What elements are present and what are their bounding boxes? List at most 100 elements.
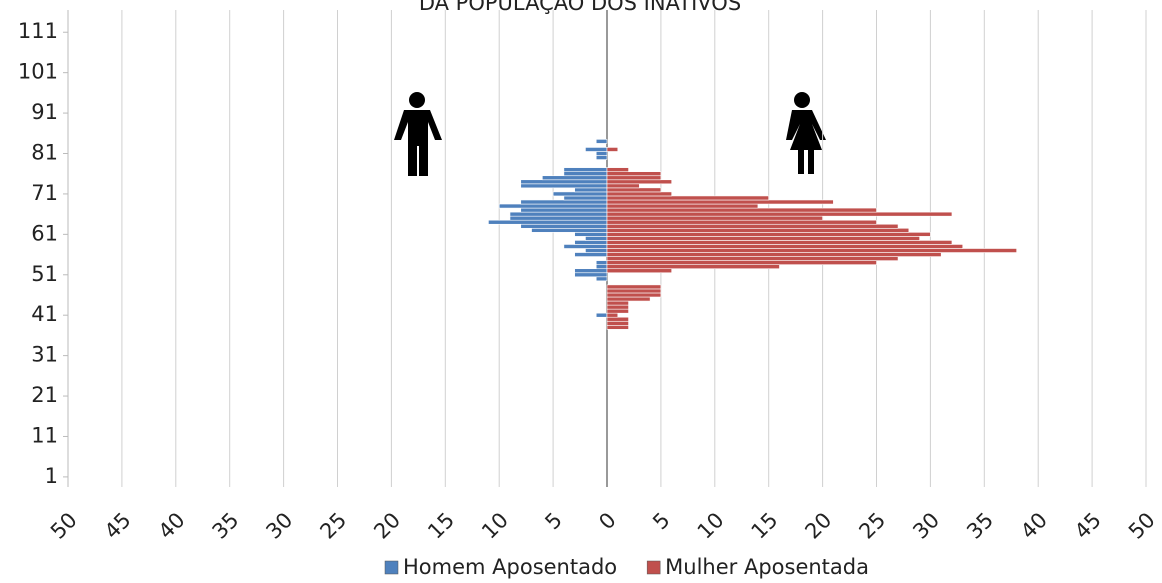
bar xyxy=(531,227,608,233)
bar xyxy=(606,292,662,298)
bar xyxy=(606,203,759,209)
y-tick-label: 31 xyxy=(31,343,58,367)
bar xyxy=(606,179,672,185)
x-tick-label: 30 xyxy=(262,508,298,544)
x-tick-label: 50 xyxy=(46,508,82,544)
x-tick-label: 10 xyxy=(693,508,729,544)
bar xyxy=(606,199,834,205)
bar xyxy=(563,244,608,249)
bar xyxy=(520,199,608,205)
x-tick-label: 0 xyxy=(594,508,620,534)
bar xyxy=(574,272,608,278)
x-tick-label: 45 xyxy=(1070,508,1106,544)
bar xyxy=(520,179,608,185)
bar xyxy=(606,187,662,193)
bar xyxy=(606,236,920,241)
bar xyxy=(585,248,608,253)
bar xyxy=(606,211,953,217)
bar xyxy=(509,211,608,217)
bar xyxy=(606,304,629,310)
legend-swatch xyxy=(646,560,661,575)
bar xyxy=(563,167,608,172)
bar xyxy=(542,175,608,181)
bar xyxy=(606,312,619,318)
y-tick-label: 21 xyxy=(31,383,58,407)
bar xyxy=(520,183,608,189)
y-tick-label: 91 xyxy=(31,100,58,124)
bar xyxy=(585,147,608,152)
bar xyxy=(606,167,629,172)
x-tick-label: 30 xyxy=(908,508,944,544)
y-tick-label: 71 xyxy=(31,181,58,205)
x-tick-label: 20 xyxy=(801,508,837,544)
y-tick-label: 61 xyxy=(31,221,58,245)
bar xyxy=(606,195,769,201)
bar xyxy=(606,248,1017,253)
bar xyxy=(606,147,619,152)
bar xyxy=(585,236,608,241)
bar xyxy=(498,203,608,209)
y-tick-label: 41 xyxy=(31,302,58,326)
woman-icon xyxy=(786,92,826,174)
bar xyxy=(606,171,662,177)
bar xyxy=(595,155,608,160)
bar xyxy=(488,219,608,225)
bar xyxy=(606,183,640,189)
legend-swatch xyxy=(384,560,399,575)
bar xyxy=(574,187,608,193)
bar xyxy=(606,284,662,290)
bar xyxy=(606,320,629,326)
x-tick-label: 20 xyxy=(369,508,405,544)
y-tick-label: 81 xyxy=(31,141,58,165)
x-tick-label: 35 xyxy=(962,508,998,544)
x-tick-label: 25 xyxy=(315,508,351,544)
bar xyxy=(595,260,608,265)
bar xyxy=(563,171,608,177)
bar xyxy=(606,232,931,237)
bar xyxy=(574,252,608,257)
x-tick-label: 15 xyxy=(423,508,459,544)
bar xyxy=(606,223,899,229)
bar xyxy=(595,139,608,144)
bar xyxy=(606,191,672,197)
bar xyxy=(606,264,780,270)
bar xyxy=(595,312,608,318)
bar xyxy=(606,244,964,249)
bar xyxy=(595,264,608,270)
bar xyxy=(606,300,629,306)
bar xyxy=(606,308,629,314)
x-tick-label: 45 xyxy=(100,508,136,544)
bar xyxy=(574,268,608,274)
bar xyxy=(595,276,608,282)
y-tick-label: 51 xyxy=(31,262,58,286)
chart-title: DA POPULAÇÃO DOS INATIVOS xyxy=(419,0,741,15)
bar xyxy=(574,240,608,245)
x-tick-label: 5 xyxy=(540,508,566,534)
y-tick-label: 101 xyxy=(18,60,58,84)
x-tick-label: 40 xyxy=(154,508,190,544)
legend-label: Homem Aposentado xyxy=(403,555,617,579)
y-tick-label: 11 xyxy=(31,423,58,447)
x-tick-label: 5 xyxy=(648,508,674,534)
bar xyxy=(606,325,629,330)
bar xyxy=(606,268,672,274)
bar xyxy=(606,240,953,245)
legend-label: Mulher Aposentada xyxy=(665,555,869,579)
bar xyxy=(574,232,608,237)
x-tick-label: 15 xyxy=(747,508,783,544)
bar xyxy=(552,191,608,197)
bar xyxy=(595,151,608,156)
bar xyxy=(606,288,662,294)
x-tick-label: 50 xyxy=(1124,508,1160,544)
bar xyxy=(606,227,910,233)
bar xyxy=(606,219,877,225)
x-tick-label: 35 xyxy=(208,508,244,544)
x-tick-label: 25 xyxy=(854,508,890,544)
y-tick-label: 111 xyxy=(18,19,58,43)
bar xyxy=(606,252,942,257)
bar xyxy=(509,215,608,221)
bar xyxy=(606,175,662,181)
bar xyxy=(563,195,608,201)
